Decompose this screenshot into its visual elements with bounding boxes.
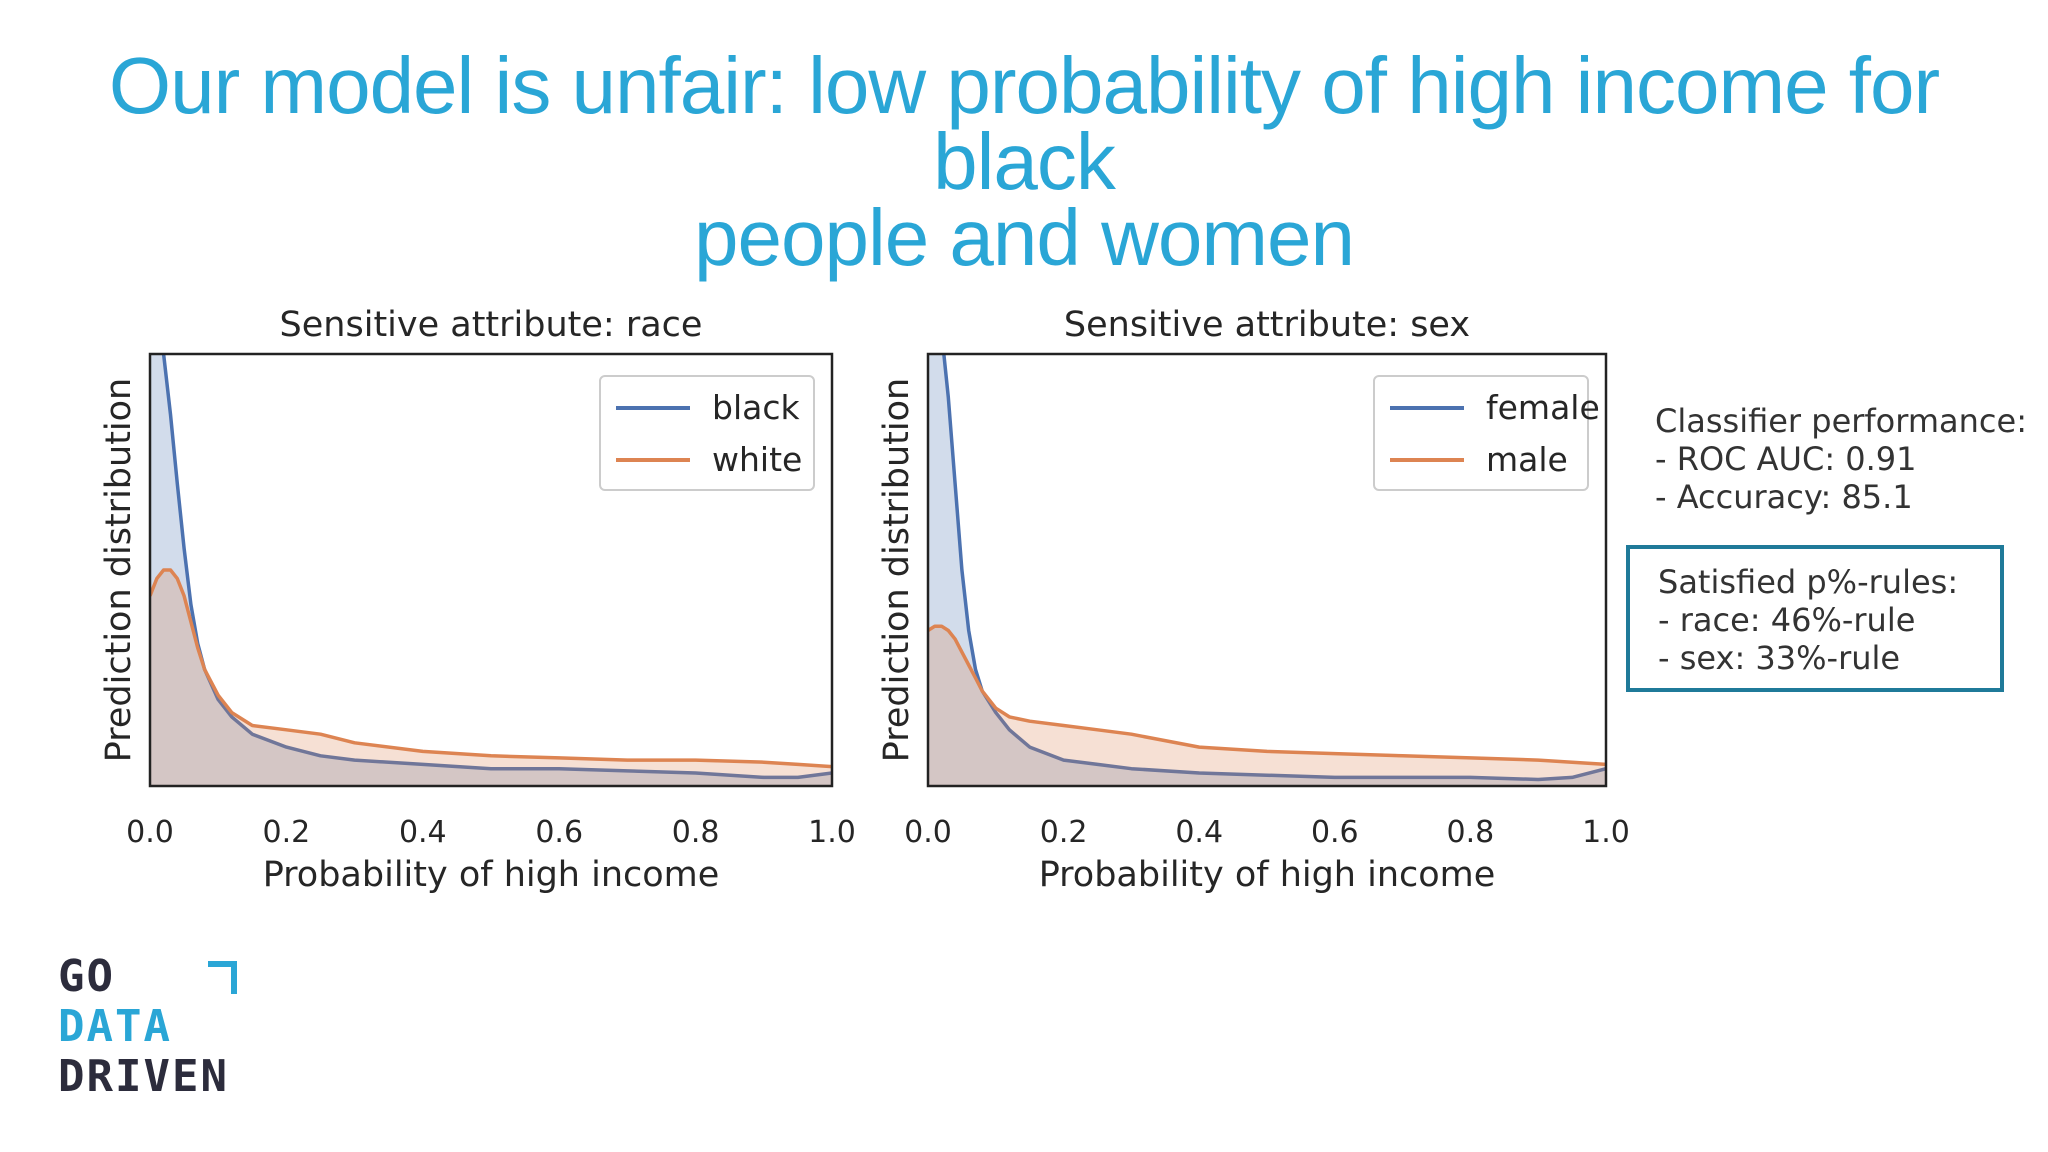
x-tick-label: 1.0: [1582, 815, 1630, 850]
x-tick-label: 0.8: [1447, 815, 1495, 850]
y-axis-label: Prediction distribution: [99, 378, 139, 762]
x-tick-label: 0.6: [535, 815, 583, 850]
plot-frame: [926, 352, 1608, 788]
series-line-male: [928, 624, 1606, 767]
series-line-white: [150, 568, 832, 769]
rules-title: Satisfied p%-rules:: [1658, 563, 1959, 601]
x-axis-label: Probability of high income: [1039, 855, 1496, 895]
series-area-female: [928, 354, 1606, 786]
x-tick-label: 0.0: [904, 815, 952, 850]
legend-label-male: male: [1486, 440, 1568, 479]
slide-title-line-1: Our model is unfair: low probability of …: [108, 41, 1940, 206]
rules-race: - race: 46%-rule: [1658, 601, 1916, 639]
slide-title: Our model is unfair: low probability of …: [40, 41, 2008, 282]
x-tick-label: 0.4: [399, 815, 447, 850]
rules-sex: - sex: 33%-rule: [1658, 639, 1901, 677]
x-tick-label: 0.4: [1175, 815, 1223, 850]
performance-title: Classifier performance:: [1655, 402, 2027, 440]
performance-roc-auc: - ROC AUC: 0.91: [1655, 440, 1917, 478]
company-logo: GO DATA DRIVEN: [58, 952, 229, 1102]
classifier-performance: Classifier performance: - ROC AUC: 0.91 …: [1655, 402, 2027, 516]
legend-label-black: black: [712, 388, 800, 427]
logo-bracket-icon: [208, 961, 237, 994]
x-tick-label: 0.2: [263, 815, 311, 850]
legend-label-white: white: [712, 440, 802, 479]
chart-title: Sensitive attribute: race: [280, 305, 703, 345]
p-rules-box: Satisfied p%-rules: - race: 46%-rule - s…: [1626, 545, 2004, 692]
x-tick-label: 0.0: [126, 815, 174, 850]
logo-line-1: GO: [58, 951, 115, 1002]
x-tick-label: 1.0: [808, 815, 856, 850]
x-axis-label: Probability of high income: [263, 855, 720, 895]
y-axis-label: Prediction distribution: [877, 378, 917, 762]
x-tick-label: 0.8: [672, 815, 720, 850]
series-line-black: [161, 354, 832, 780]
performance-accuracy: - Accuracy: 85.1: [1655, 478, 1913, 516]
chart-title: Sensitive attribute: sex: [1064, 305, 1470, 345]
legend-label-female: female: [1486, 388, 1600, 427]
series-area-black: [150, 354, 832, 786]
logo-line-2: DATA: [58, 1001, 172, 1052]
logo-line-3: DRIVEN: [58, 1051, 229, 1102]
series-line-female: [942, 354, 1606, 782]
kde-charts: Sensitive attribute: race 0.0 0.2 0.4 0.6 0.8…: [99, 305, 1630, 895]
series-area-white: [150, 570, 832, 786]
x-tick-label: 0.6: [1311, 815, 1359, 850]
series-area-male: [928, 626, 1606, 786]
x-tick-label: 0.2: [1040, 815, 1088, 850]
slide-title-line-2: people and women: [693, 193, 1355, 282]
plot-frame: [148, 352, 834, 788]
